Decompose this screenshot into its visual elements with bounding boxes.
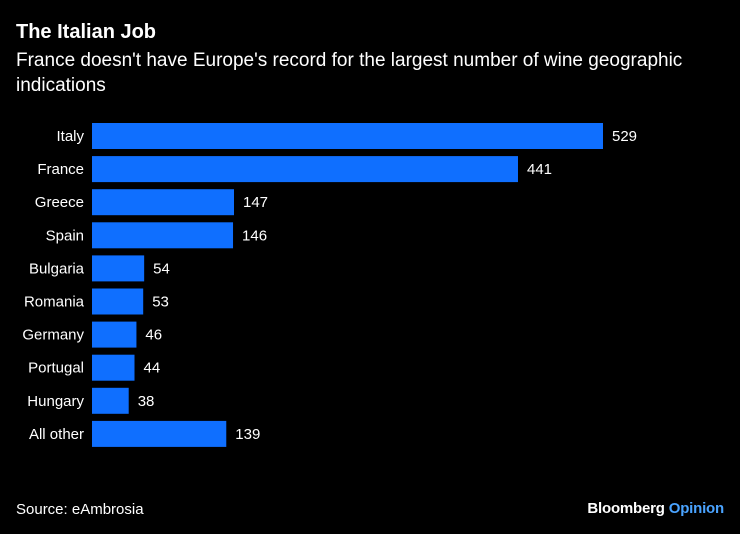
category-label-greece: Greece [35,194,84,211]
bar-italy [92,123,603,149]
category-label-hungary: Hungary [27,393,84,410]
source-note: Source: eAmbrosia [16,501,144,518]
brand-main: Bloomberg [587,500,665,517]
chart-subtitle: France doesn't have Europe's record for … [16,50,683,96]
value-label-romania: 53 [152,294,169,311]
brand-logo: Bloomberg Opinion [587,500,724,518]
category-label-spain: Spain [46,227,84,244]
value-label-hungary: 38 [138,393,155,410]
bar-germany [92,321,137,348]
bar-spain [92,222,234,249]
value-label-italy: 529 [612,128,637,145]
bar-greece [92,189,234,216]
category-label-germany: Germany [22,327,84,344]
value-label-germany: 46 [145,327,162,344]
value-label-all-other: 139 [235,426,260,443]
category-label-romania: Romania [24,294,85,311]
bar-all-other [92,420,227,447]
value-label-portugal: 44 [144,360,161,377]
category-label-portugal: Portugal [28,360,84,377]
value-label-france: 441 [527,161,552,178]
category-label-france: France [37,161,84,178]
bar-romania [92,288,144,315]
category-label-bulgaria: Bulgaria [29,260,85,277]
bar-bulgaria [92,255,145,282]
value-label-spain: 146 [242,227,267,244]
chart-title: The Italian Job [16,21,157,43]
category-label-all-other: All other [29,426,84,443]
value-label-greece: 147 [243,194,268,211]
category-label-italy: Italy [56,128,84,145]
value-label-bulgaria: 54 [153,260,170,277]
bar-portugal [92,354,135,381]
bar-france [92,156,518,183]
bar-hungary [92,387,129,414]
brand-accent: Opinion [668,500,724,517]
